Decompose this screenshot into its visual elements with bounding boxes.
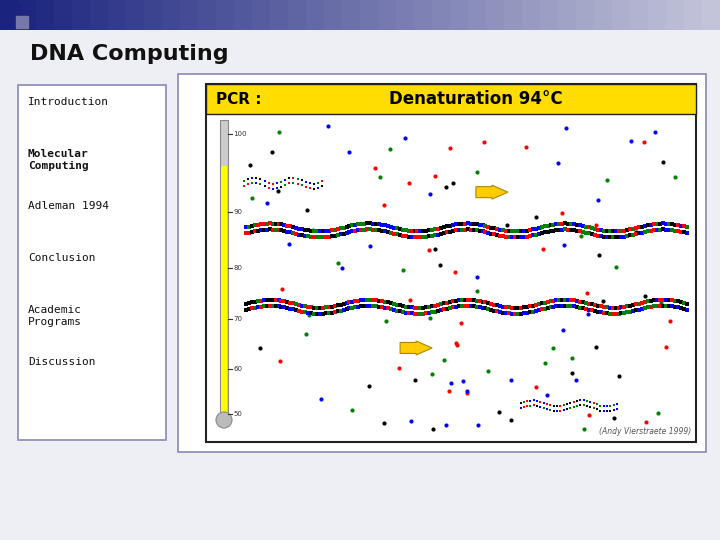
Text: 70: 70 — [233, 316, 242, 322]
Text: Introduction: Introduction — [28, 97, 109, 107]
Text: 80: 80 — [233, 265, 242, 272]
Bar — [144, 0, 163, 30]
Bar — [270, 0, 289, 30]
Bar — [702, 0, 720, 30]
Bar — [108, 0, 127, 30]
Bar — [162, 0, 181, 30]
Bar — [0, 0, 720, 30]
Text: Molecular
Computing: Molecular Computing — [28, 149, 89, 171]
Bar — [5, 4, 21, 20]
Bar — [234, 0, 253, 30]
Circle shape — [216, 412, 232, 428]
Bar — [486, 0, 505, 30]
Bar — [0, 0, 19, 30]
Bar — [558, 0, 577, 30]
Text: DNA Computing: DNA Computing — [30, 44, 229, 64]
Bar — [378, 0, 397, 30]
Text: 100: 100 — [233, 131, 246, 137]
Bar — [206, 84, 696, 114]
Text: 50: 50 — [233, 411, 242, 417]
Text: PCR :: PCR : — [216, 91, 261, 106]
Bar — [504, 0, 523, 30]
Bar — [540, 0, 559, 30]
FancyBboxPatch shape — [18, 85, 166, 440]
Bar — [684, 0, 703, 30]
Bar — [220, 120, 228, 416]
Text: Discussion: Discussion — [28, 357, 96, 367]
Text: Academic
Programs: Academic Programs — [28, 305, 82, 327]
Text: 90: 90 — [233, 210, 242, 215]
Bar — [342, 0, 361, 30]
Bar — [126, 0, 145, 30]
Text: Denaturation 94°C: Denaturation 94°C — [389, 90, 562, 108]
Bar — [206, 84, 696, 442]
Bar — [396, 0, 415, 30]
Bar — [522, 0, 541, 30]
Bar — [18, 0, 37, 30]
FancyArrow shape — [476, 185, 508, 199]
Bar — [432, 0, 451, 30]
Bar — [414, 0, 433, 30]
Bar — [612, 0, 631, 30]
Bar — [450, 0, 469, 30]
Bar — [216, 0, 235, 30]
Bar — [54, 0, 73, 30]
Bar — [306, 0, 325, 30]
Text: Adleman 1994: Adleman 1994 — [28, 201, 109, 211]
Bar — [288, 0, 307, 30]
Bar — [360, 0, 379, 30]
Bar — [72, 0, 91, 30]
Bar — [36, 0, 55, 30]
Bar — [90, 0, 109, 30]
Text: (Andy Vierstraete 1999): (Andy Vierstraete 1999) — [599, 427, 691, 436]
Bar — [252, 0, 271, 30]
Bar — [468, 0, 487, 30]
Bar — [594, 0, 613, 30]
Bar — [221, 166, 227, 414]
FancyArrow shape — [400, 341, 432, 355]
Bar — [180, 0, 199, 30]
Bar — [576, 0, 595, 30]
Text: 60: 60 — [233, 366, 242, 372]
Bar — [16, 16, 28, 28]
Bar — [648, 0, 667, 30]
Bar — [666, 0, 685, 30]
Text: Conclusion: Conclusion — [28, 253, 96, 263]
Bar — [198, 0, 217, 30]
Bar — [630, 0, 649, 30]
Bar — [324, 0, 343, 30]
FancyBboxPatch shape — [178, 74, 706, 452]
